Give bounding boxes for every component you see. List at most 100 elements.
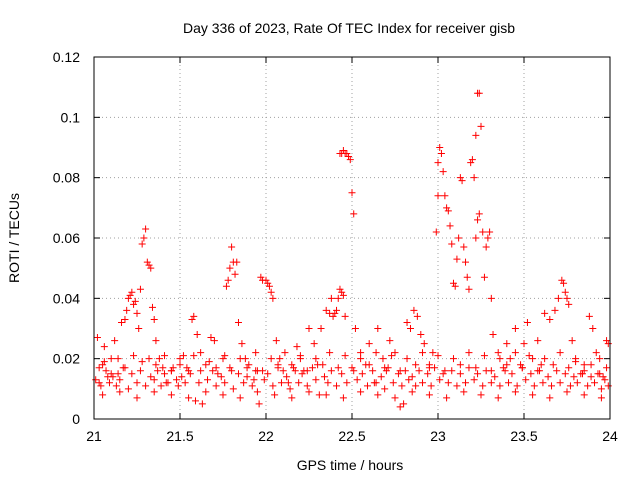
data-point <box>286 385 294 393</box>
data-point <box>212 382 220 390</box>
data-point <box>389 379 397 387</box>
data-point <box>198 400 206 408</box>
data-point <box>135 325 143 332</box>
data-point <box>107 370 115 378</box>
data-point <box>324 379 332 387</box>
data-point <box>599 373 607 381</box>
data-point <box>465 285 473 293</box>
data-point <box>320 373 328 381</box>
data-point <box>394 370 402 378</box>
data-point <box>205 358 213 366</box>
data-point <box>114 355 122 363</box>
data-point <box>374 325 382 332</box>
data-point <box>456 361 464 369</box>
data-point <box>157 382 165 390</box>
data-point <box>587 361 595 369</box>
data-point <box>425 391 433 399</box>
data-point <box>207 334 215 342</box>
data-point <box>403 355 411 363</box>
data-point <box>546 315 554 323</box>
data-point <box>444 379 452 387</box>
data-point <box>322 306 330 314</box>
data-point <box>480 273 488 281</box>
data-point <box>470 174 478 182</box>
data-point <box>133 309 141 317</box>
data-point <box>152 361 160 369</box>
data-point <box>406 325 414 332</box>
data-point <box>276 355 284 363</box>
data-point <box>458 177 466 185</box>
data-point <box>486 228 494 236</box>
data-point <box>475 89 483 97</box>
data-point <box>511 349 519 357</box>
data-point <box>228 243 236 251</box>
data-point <box>264 279 272 287</box>
data-point <box>341 352 349 360</box>
data-point <box>233 258 241 266</box>
data-point <box>234 318 242 326</box>
data-point <box>123 306 131 314</box>
data-point <box>572 358 580 366</box>
data-point <box>130 352 138 360</box>
data-point <box>290 364 298 372</box>
data-point <box>603 364 611 372</box>
data-point <box>124 294 132 302</box>
data-point <box>443 394 451 402</box>
data-point <box>343 150 351 158</box>
data-point <box>202 361 210 369</box>
data-point <box>128 370 136 378</box>
data-point <box>482 243 490 251</box>
data-point <box>432 228 440 236</box>
data-point <box>105 379 113 387</box>
data-point <box>589 325 597 332</box>
chart-title: Day 336 of 2023, Rate Of TEC Index for r… <box>183 20 515 36</box>
data-point <box>463 273 471 281</box>
data-point <box>179 352 187 360</box>
x-tick-label: 21 <box>86 428 102 444</box>
y-tick-label: 0 <box>72 411 80 427</box>
data-point <box>597 385 605 393</box>
data-point <box>112 382 120 390</box>
y-tick-label: 0.1 <box>61 109 81 125</box>
data-point <box>578 370 586 378</box>
data-point <box>391 394 399 402</box>
data-point <box>334 294 342 302</box>
data-point <box>584 382 592 390</box>
data-point <box>193 331 201 339</box>
data-point <box>474 216 482 224</box>
data-point <box>513 382 521 390</box>
data-point <box>568 337 576 345</box>
data-point <box>326 349 334 357</box>
data-point <box>262 276 270 284</box>
data-point <box>449 279 457 287</box>
data-point <box>415 367 423 375</box>
data-point <box>573 379 581 387</box>
data-point <box>339 147 347 155</box>
data-point <box>470 376 478 384</box>
x-tick-label: 23.5 <box>510 428 537 444</box>
data-point <box>357 355 365 363</box>
data-point <box>155 355 163 363</box>
data-point <box>439 168 447 176</box>
data-point <box>381 364 389 372</box>
data-point <box>353 376 361 384</box>
data-point <box>429 349 437 357</box>
data-point <box>118 318 126 326</box>
data-point <box>503 340 511 348</box>
x-tick-label: 24 <box>602 428 618 444</box>
data-point <box>204 376 212 384</box>
data-point <box>343 379 351 387</box>
data-point <box>437 150 445 158</box>
data-point <box>494 394 502 402</box>
data-point <box>338 370 346 378</box>
data-point <box>136 367 144 375</box>
data-point <box>465 364 473 372</box>
data-point <box>537 361 545 369</box>
data-point <box>111 337 119 345</box>
data-point <box>281 349 289 357</box>
data-point <box>410 306 418 314</box>
data-point <box>518 364 526 372</box>
data-point <box>417 331 425 339</box>
data-point <box>255 400 263 408</box>
data-point <box>477 122 485 130</box>
